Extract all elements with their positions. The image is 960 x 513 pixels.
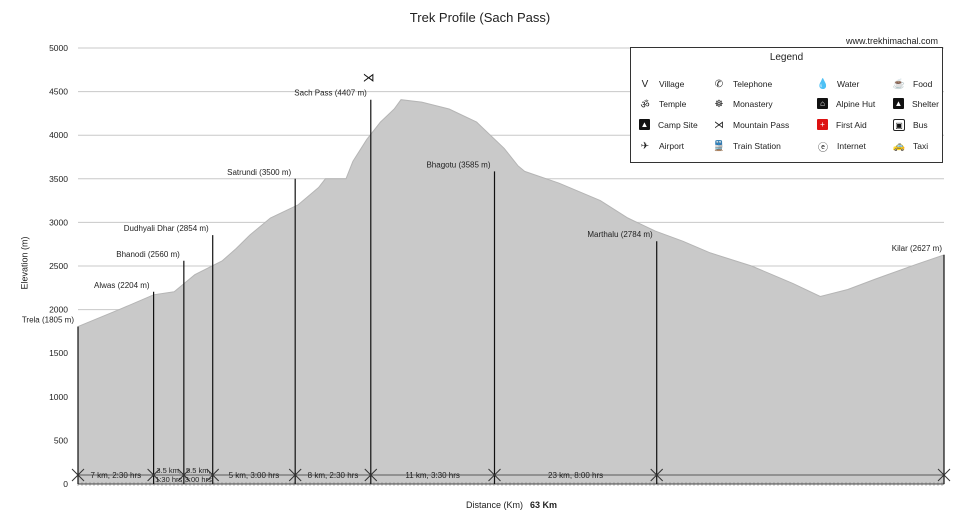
food-icon: ☕ <box>892 78 906 90</box>
site-url: www.trekhimachal.com <box>845 36 938 46</box>
segment-tick <box>650 468 664 482</box>
stop-label: Bhanodi (2560 m) <box>116 250 180 259</box>
y-tick-label: 2500 <box>49 261 68 271</box>
segment-tick <box>364 468 378 482</box>
x-axis-label: Distance (Km) <box>466 500 524 510</box>
segment-tick <box>488 468 501 482</box>
y-tick-label: 4500 <box>49 87 68 97</box>
temple-icon: ॐ <box>640 100 650 111</box>
water-icon: 💧 <box>816 78 830 90</box>
stop-label: Marthalu (2784 m) <box>587 230 653 239</box>
legend-item-mountain-pass: ⋊ Mountain Pass <box>713 119 789 131</box>
mountain-pass-icon: ⋊ <box>363 71 375 85</box>
segment-label: 1:30 hrs <box>155 475 182 484</box>
segment-label: 3.5 km, <box>156 466 181 475</box>
y-tick-label: 0 <box>63 479 68 489</box>
shelter-icon: ▲ <box>893 98 904 109</box>
elevation-area <box>77 99 945 485</box>
y-tick-label: 3000 <box>49 217 68 227</box>
taxi-icon: 🚕 <box>892 140 906 152</box>
legend-item-label: Temple <box>659 99 687 109</box>
monastery-icon: ☸ <box>714 98 724 110</box>
y-tick-label: 1500 <box>49 348 68 358</box>
stop-label: Bhagotu (3585 m) <box>426 160 490 169</box>
legend: Legend V Village ✆ Telephone 💧 Water ☕ Food ॐ Tem… <box>630 47 943 163</box>
segment-tick <box>937 468 951 482</box>
internet-icon: ⓔ <box>818 142 828 154</box>
legend-item-temple: ॐ Temple <box>639 98 687 111</box>
stop-label: Dudhyali Dhar (2854 m) <box>124 224 209 233</box>
legend-item-label: Village <box>659 79 685 89</box>
legend-item-label: Water <box>837 79 860 89</box>
legend-item-label: Alpine Hut <box>836 98 876 109</box>
stop-label: Kilar (2627 m) <box>892 244 943 253</box>
bus-icon: ▣ <box>893 119 905 131</box>
segment-tick <box>177 468 191 482</box>
segment-label: 11 km, 3:30 hrs <box>405 471 460 480</box>
stop-label: Satrundi (3500 m) <box>227 168 291 177</box>
legend-item-alpine-hut: ⌂ Alpine Hut <box>817 98 875 109</box>
legend-item-label: Food <box>913 79 933 89</box>
legend-item-shelter: ▲ Shelter <box>893 98 939 109</box>
y-tick-label: 1000 <box>49 392 68 402</box>
legend-item-label: Monastery <box>733 99 773 109</box>
chart-title: Trek Profile (Sach Pass) <box>409 10 551 25</box>
legend-item-airport: ✈ Airport <box>639 140 684 152</box>
segment-tick <box>147 468 160 482</box>
legend-item-label: Internet <box>837 141 866 151</box>
legend-item-village: V Village <box>639 78 685 90</box>
segment-tick <box>71 468 85 482</box>
alpine-hut-icon: ⌂ <box>817 98 828 109</box>
segment-label: 5 km, 3:00 hrs <box>229 471 280 480</box>
legend-item-taxi: 🚕 Taxi <box>893 140 928 152</box>
stop-label: Sach Pass (4407 m) <box>294 89 367 98</box>
y-tick-label: 500 <box>54 435 68 445</box>
segment-tick <box>288 468 302 482</box>
segment-label: 8 km, 2:30 hrs <box>308 471 359 480</box>
y-axis-label: Elevation (m) <box>19 236 30 290</box>
stop-label: Alwas (2204 m) <box>94 281 150 290</box>
airport-icon: ✈ <box>640 140 650 152</box>
legend-item-internet: ⓔ Internet <box>817 140 866 154</box>
total-distance: 63 Km <box>530 500 558 510</box>
legend-item-label: Taxi <box>913 141 929 151</box>
legend-item-water: 💧 Water <box>816 78 860 90</box>
legend-item-label: Telephone <box>733 79 773 89</box>
telephone-icon: ✆ <box>714 78 724 90</box>
legend-item-train-station: 🚆 Train Station <box>713 140 781 152</box>
camp-site-icon: ▲ <box>639 119 650 130</box>
legend-item-telephone: ✆ Telephone <box>713 78 772 90</box>
legend-title: Legend <box>769 52 804 63</box>
y-tick-label: 3500 <box>49 174 68 184</box>
legend-item-label: Train Station <box>733 141 781 151</box>
legend-item-monastery: ☸ Monastery <box>713 98 773 110</box>
segment-tick <box>206 468 220 482</box>
train-station-icon: 🚆 <box>712 140 726 152</box>
legend-item-label: Airport <box>659 141 685 151</box>
legend-item-first-aid: + First Aid <box>817 119 867 130</box>
segment-label: 3:00 hrs <box>185 475 212 484</box>
legend-item-food: ☕ Food <box>892 78 933 90</box>
legend-item-bus: ▣ Bus <box>893 119 928 131</box>
segment-label: 23 km, 8:00 hrs <box>548 471 603 480</box>
legend-item-label: Camp Site <box>658 119 698 130</box>
y-tick-label: 4000 <box>49 130 68 140</box>
legend-item-label: Shelter <box>912 98 939 109</box>
y-tick-label: 5000 <box>49 43 68 53</box>
legend-item-camp-site: ▲ Camp Site <box>639 119 698 130</box>
legend-item-label: Mountain Pass <box>733 120 790 130</box>
segment-label: 7 km, 2:30 hrs <box>90 471 141 480</box>
legend-item-label: Bus <box>913 120 928 130</box>
stop-label: Trela (1805 m) <box>22 316 75 325</box>
y-tick-label: 2000 <box>49 305 68 315</box>
first-aid-icon: + <box>817 119 828 130</box>
legend-item-label: First Aid <box>836 119 867 130</box>
segment-label: 5.5 km, <box>186 466 211 475</box>
village-icon: V <box>641 78 649 90</box>
mountain-pass-icon: ⋊ <box>714 119 724 131</box>
